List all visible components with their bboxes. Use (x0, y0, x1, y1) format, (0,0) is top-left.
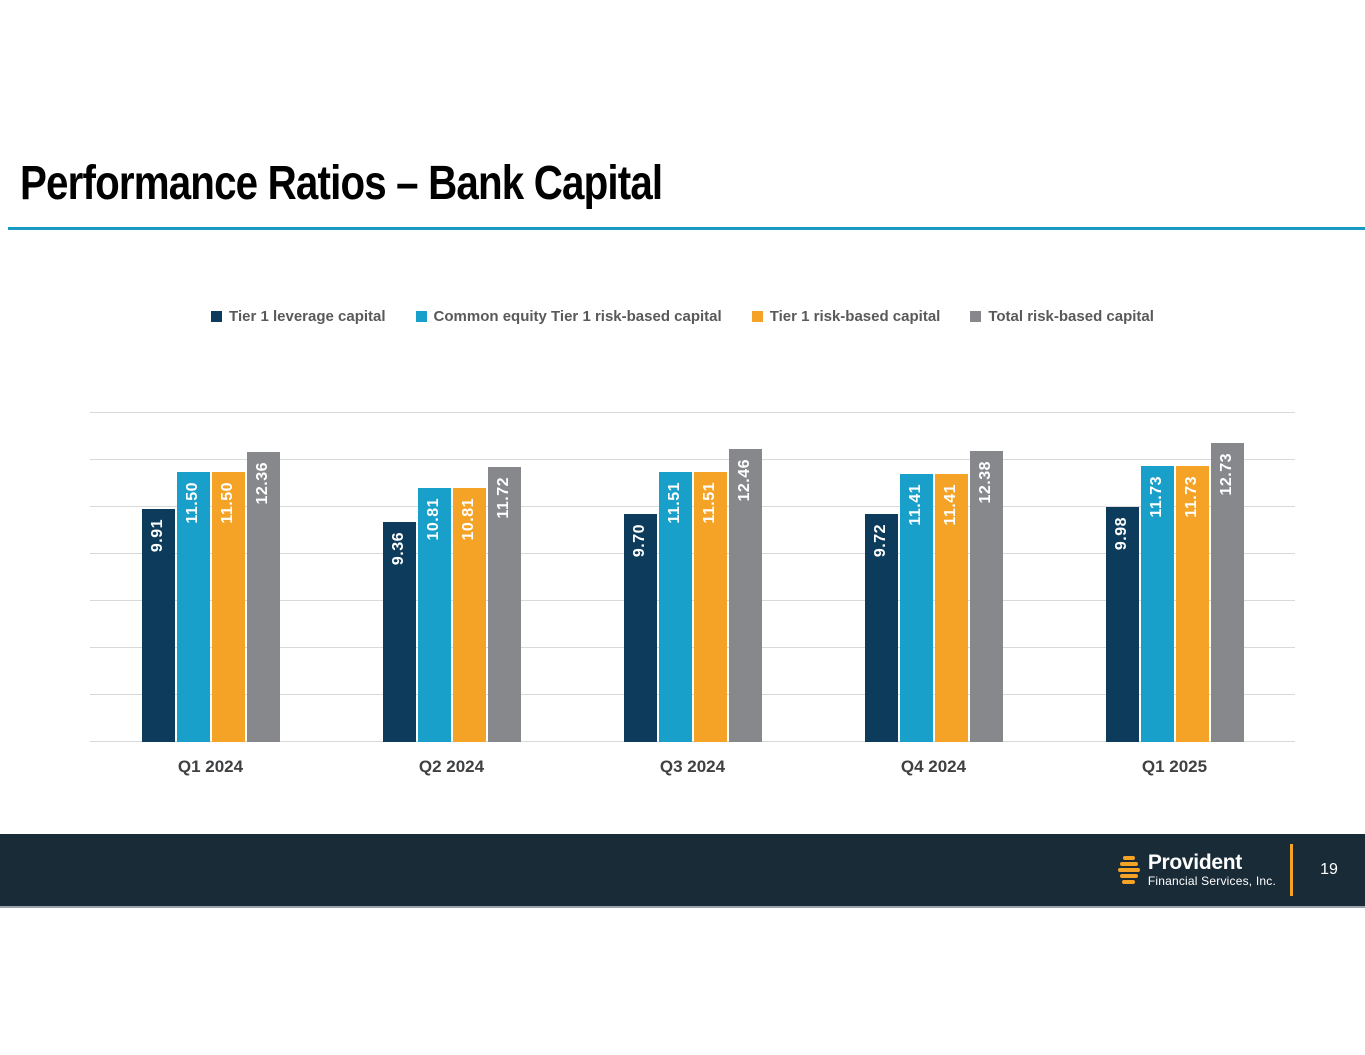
logo-name: Provident (1147, 850, 1242, 874)
bar-value-label: 10.81 (460, 497, 477, 541)
bar-group: 9.91 11.50 11.50 12.36 (90, 413, 331, 742)
bar-value-label: 9.36 (390, 532, 407, 566)
bar: 11.41 (899, 473, 933, 742)
bar: 11.73 (1140, 466, 1174, 742)
bar-value-label: 9.98 (1113, 517, 1130, 551)
legend-label: Tier 1 risk-based capital (769, 308, 941, 325)
bar: 12.73 (1210, 442, 1244, 742)
footer-bar: Provident Financial Services, Inc. 19 (0, 834, 1365, 908)
bar-value-label: 12.36 (254, 461, 271, 505)
bar: 11.51 (693, 471, 727, 742)
bar-value-label: 10.81 (425, 497, 442, 541)
bar: 12.38 (969, 451, 1003, 742)
legend-item: Total risk-based capital (970, 308, 1154, 325)
gridline (90, 647, 1295, 648)
bar-value-label: 11.41 (942, 483, 959, 526)
gridline (90, 459, 1295, 460)
gridline (90, 694, 1295, 695)
legend-label: Total risk-based capital (988, 308, 1154, 325)
x-axis-label: Q1 2024 (177, 757, 244, 776)
bar-value-label: 11.73 (1183, 476, 1200, 519)
bar: 12.46 (728, 449, 762, 742)
bar: 9.91 (141, 509, 175, 742)
bar: 9.36 (382, 522, 416, 742)
gridline (90, 741, 1295, 742)
provident-logo: Provident Financial Services, Inc. (1117, 852, 1276, 888)
bar: 9.98 (1105, 507, 1139, 742)
bar-value-label: 9.91 (149, 519, 166, 553)
legend-item: Tier 1 leverage capital (211, 308, 386, 325)
footer-divider (1290, 844, 1293, 896)
bar-value-label: 11.50 (219, 481, 236, 524)
bar-group: 9.70 11.51 11.51 12.46 (572, 413, 813, 742)
chart-groups: 9.91 11.50 11.50 12.36 9.36 10.81 10.81 11.72 9.… (90, 413, 1295, 742)
bar-value-label: 9.72 (872, 523, 889, 557)
bar: 11.73 (1175, 466, 1209, 742)
x-axis-label: Q2 2024 (418, 757, 485, 776)
beehive-icon (1117, 856, 1140, 884)
legend-swatch-icon (751, 311, 763, 322)
gridline (90, 600, 1295, 601)
legend-item: Tier 1 risk-based capital (751, 308, 941, 325)
bar-value-label: 12.73 (1218, 452, 1235, 496)
bar: 11.50 (211, 471, 245, 742)
x-axis-label: Q3 2024 (659, 757, 726, 776)
bar-value-label: 12.38 (977, 461, 994, 504)
bar: 9.72 (864, 513, 898, 742)
bar-value-label: 11.51 (701, 481, 718, 524)
legend-swatch-icon (415, 311, 427, 322)
bar: 9.70 (623, 514, 657, 742)
bar-value-label: 11.73 (1148, 476, 1165, 519)
bar-group: 9.98 11.73 11.73 12.73 (1054, 413, 1295, 742)
bar: 10.81 (417, 487, 451, 742)
bar-group: 9.72 11.41 11.41 12.38 (813, 413, 1054, 742)
chart-legend: Tier 1 leverage capital Common equity Tie… (0, 308, 1365, 325)
bar: 10.81 (452, 487, 486, 742)
gridline (90, 506, 1295, 507)
x-axis-label: Q1 2025 (1141, 757, 1208, 776)
logo-subtitle: Financial Services, Inc. (1147, 873, 1276, 888)
bar: 11.41 (934, 473, 968, 742)
bar-value-label: 9.70 (631, 524, 648, 558)
gridline (90, 553, 1295, 554)
bar-value-label: 11.41 (907, 483, 924, 526)
x-axis-labels: Q1 2024 Q2 2024 Q3 2024 Q4 2024 Q1 2025 (90, 757, 1295, 777)
legend-item: Common equity Tier 1 risk-based capital (415, 308, 722, 325)
bar: 11.51 (658, 471, 692, 742)
bar-group: 9.36 10.81 10.81 11.72 (331, 413, 572, 742)
chart-gridlines (90, 412, 1295, 742)
x-axis-label: Q4 2024 (900, 757, 967, 776)
legend-label: Common equity Tier 1 risk-based capital (433, 308, 722, 325)
bar: 11.72 (487, 466, 521, 742)
bar: 12.36 (246, 451, 280, 742)
bar-value-label: 11.50 (184, 481, 201, 524)
legend-swatch-icon (970, 311, 982, 322)
bar-value-label: 12.46 (736, 459, 753, 502)
legend-label: Tier 1 leverage capital (229, 308, 386, 325)
title-underline (8, 227, 1365, 230)
bar-chart: 9.91 11.50 11.50 12.36 9.36 10.81 10.81 11.72 9.… (90, 412, 1295, 742)
legend-swatch-icon (211, 311, 223, 322)
bar: 11.50 (176, 471, 210, 742)
bar-value-label: 11.51 (666, 481, 683, 524)
gridline (90, 412, 1295, 413)
logo-text: Provident Financial Services, Inc. (1148, 852, 1276, 888)
page-title: Performance Ratios – Bank Capital (20, 157, 663, 210)
bar-value-label: 11.72 (495, 476, 512, 519)
page-number: 19 (1320, 861, 1338, 878)
